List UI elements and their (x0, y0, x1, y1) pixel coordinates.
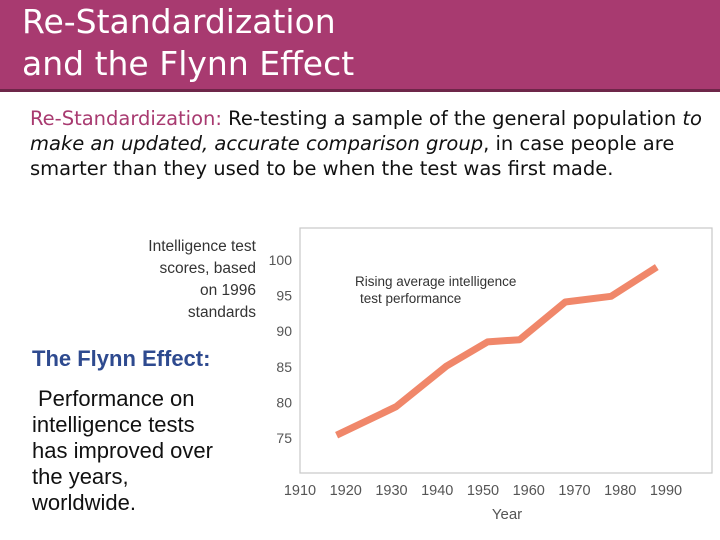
x-tick-label: 1930 (375, 483, 407, 499)
chart-title-line-2: test performance (360, 291, 461, 306)
y-axis-label-line: on 1996 (199, 282, 256, 299)
x-tick-label: 1990 (650, 483, 682, 499)
definition-text-italic: to make an updated, accurate comparison … (30, 107, 702, 155)
flynn-body: Performance on intelligence tests has im… (32, 386, 262, 516)
title-bar: Re-Standardization and the Flynn Effect (0, 0, 720, 92)
series-line (335, 264, 659, 439)
slide-title-line-2: and the Flynn Effect (22, 44, 355, 83)
x-tick-label: 1980 (604, 483, 636, 499)
flynn-body-line: worldwide. (32, 490, 136, 515)
y-axis-label-line: standards (187, 304, 256, 321)
y-tick-label: 80 (276, 394, 292, 410)
x-tick-label: 1950 (467, 483, 499, 499)
definition-term: Re-Standardization: (30, 107, 222, 130)
x-axis-title: Year (492, 506, 522, 523)
y-axis-ticks: 75 80 85 90 95 100 (269, 252, 293, 446)
y-tick-label: 85 (276, 359, 292, 375)
definition-paragraph: Re-Standardization: Re-testing a sample … (30, 106, 710, 181)
y-tick-label: 100 (269, 252, 293, 268)
flynn-body-line: intelligence tests (32, 412, 195, 437)
definition-text-2: , in case people are smarter than they u… (30, 132, 675, 180)
x-tick-label: 1970 (558, 483, 590, 499)
chart-frame (299, 227, 713, 474)
flynn-body-line: has improved over (32, 438, 213, 463)
x-axis-ticks: 1910 1920 1930 1940 1950 1960 1970 1980 1990 (284, 483, 682, 499)
flynn-body-line: Performance on (38, 386, 195, 411)
y-axis-label-line: scores, based (159, 260, 257, 277)
chart-title-line-1: Rising average intelligence (355, 274, 516, 289)
plot-frame (299, 227, 713, 474)
y-tick-label: 90 (276, 323, 292, 339)
definition-text-1: Re-testing a sample of the general popul… (221, 107, 683, 130)
x-tick-label: 1960 (513, 483, 545, 499)
y-axis-label-line: Intelligence test (148, 238, 256, 255)
flynn-body-line: the years, (32, 464, 129, 489)
flynn-heading: The Flynn Effect: (32, 346, 211, 371)
x-tick-label: 1940 (421, 483, 453, 499)
x-tick-label: 1920 (330, 483, 362, 499)
series-line-group (335, 264, 659, 439)
y-tick-label: 75 (276, 430, 292, 446)
y-tick-label: 95 (276, 288, 292, 304)
x-tick-label: 1910 (284, 483, 316, 499)
slide-title-line-1: Re-Standardization (22, 2, 336, 41)
y-axis-label: Intelligence test scores, based on 1996 … (120, 236, 256, 324)
